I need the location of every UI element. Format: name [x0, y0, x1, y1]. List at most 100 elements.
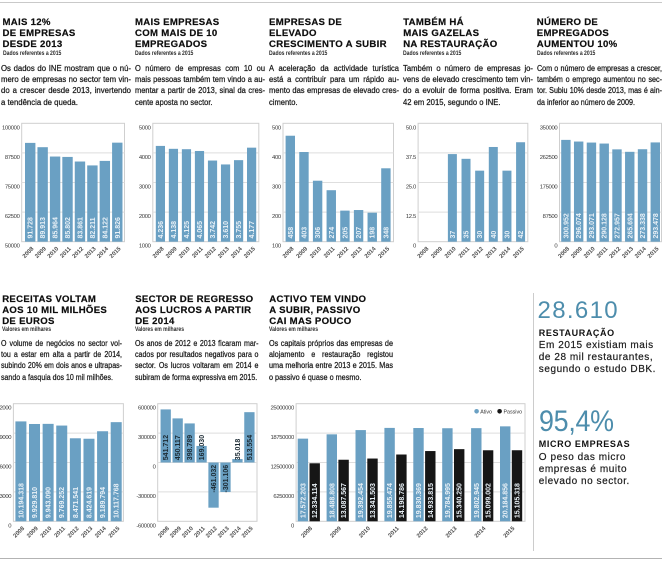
- svg-text:2013: 2013: [350, 246, 364, 260]
- svg-text:348: 348: [383, 227, 390, 239]
- svg-text:12000: 12000: [0, 406, 12, 412]
- svg-text:2015: 2015: [241, 525, 255, 539]
- svg-text:37: 37: [450, 231, 457, 239]
- svg-text:2012: 2012: [204, 246, 218, 260]
- svg-text:19.784.995: 19.784.995: [445, 483, 452, 518]
- svg-text:2012: 2012: [337, 246, 351, 260]
- svg-text:2009: 2009: [34, 246, 48, 260]
- svg-text:-300000: -300000: [136, 494, 156, 500]
- svg-text:2008: 2008: [301, 525, 315, 539]
- svg-text:19.802.945: 19.802.945: [474, 483, 481, 518]
- svg-text:50.0: 50.0: [406, 125, 417, 131]
- svg-text:2015: 2015: [647, 246, 661, 260]
- svg-text:89.913: 89.913: [40, 217, 47, 239]
- svg-text:2015: 2015: [243, 246, 257, 260]
- svg-text:18750000: 18750000: [270, 435, 294, 441]
- svg-text:2010: 2010: [178, 246, 192, 260]
- svg-text:15.340.250: 15.340.250: [457, 483, 464, 518]
- svg-text:4.125: 4.125: [184, 221, 191, 239]
- svg-text:265.694: 265.694: [627, 213, 634, 238]
- svg-text:17.572.203: 17.572.203: [300, 483, 307, 518]
- svg-text:14.198.786: 14.198.786: [399, 483, 406, 518]
- svg-text:450.117: 450.117: [175, 435, 182, 460]
- svg-text:2011: 2011: [387, 525, 401, 539]
- svg-text:169.030: 169.030: [199, 435, 206, 460]
- svg-text:273.338: 273.338: [640, 213, 647, 238]
- svg-text:0: 0: [413, 244, 417, 250]
- svg-text:2010: 2010: [444, 246, 458, 260]
- svg-text:2010: 2010: [358, 525, 372, 539]
- svg-text:0: 0: [554, 244, 558, 250]
- svg-text:2015: 2015: [108, 525, 122, 539]
- svg-text:84.122: 84.122: [102, 217, 109, 239]
- svg-text:2013: 2013: [84, 246, 98, 260]
- svg-text:2010: 2010: [40, 525, 54, 539]
- svg-text:25.0: 25.0: [406, 185, 417, 191]
- svg-text:2014: 2014: [474, 525, 488, 539]
- svg-text:198: 198: [370, 227, 377, 239]
- svg-text:85.802: 85.802: [65, 217, 72, 239]
- svg-text:290.128: 290.128: [602, 213, 609, 238]
- svg-text:40: 40: [491, 231, 498, 239]
- svg-text:2009: 2009: [26, 525, 40, 539]
- svg-text:19.855.474: 19.855.474: [387, 483, 394, 518]
- svg-text:293.071: 293.071: [589, 213, 596, 238]
- svg-text:2012: 2012: [609, 246, 623, 260]
- svg-text:2015: 2015: [503, 525, 517, 539]
- svg-text:2013: 2013: [217, 525, 231, 539]
- svg-text:2015: 2015: [378, 246, 392, 260]
- svg-text:2012: 2012: [416, 525, 430, 539]
- svg-text:300000: 300000: [138, 435, 157, 441]
- svg-text:2009: 2009: [296, 246, 310, 260]
- svg-text:2008: 2008: [417, 246, 431, 260]
- svg-text:25000000: 25000000: [270, 406, 294, 412]
- svg-text:262500: 262500: [540, 155, 559, 161]
- svg-text:10.194.318: 10.194.318: [18, 483, 25, 518]
- svg-text:0: 0: [8, 523, 12, 529]
- svg-text:13.341.503: 13.341.503: [370, 483, 377, 518]
- svg-text:2009: 2009: [430, 246, 444, 260]
- svg-text:18.488.808: 18.488.808: [329, 483, 336, 518]
- svg-text:85.964: 85.964: [53, 217, 60, 239]
- svg-text:350000: 350000: [540, 125, 559, 131]
- svg-text:400: 400: [272, 155, 282, 161]
- svg-text:2014: 2014: [97, 246, 111, 260]
- svg-text:9000: 9000: [0, 435, 12, 441]
- svg-text:2008: 2008: [558, 246, 572, 260]
- svg-text:4000: 4000: [139, 155, 152, 161]
- svg-text:2014: 2014: [364, 246, 378, 260]
- svg-text:12.5: 12.5: [406, 214, 417, 220]
- svg-text:100000: 100000: [2, 125, 21, 131]
- svg-text:1000: 1000: [139, 244, 152, 250]
- svg-text:2014: 2014: [230, 246, 244, 260]
- svg-text:2011: 2011: [191, 246, 205, 260]
- svg-text:87500: 87500: [543, 214, 559, 220]
- svg-text:300.952: 300.952: [563, 213, 570, 238]
- svg-text:9.769.252: 9.769.252: [59, 487, 66, 518]
- svg-text:2000: 2000: [139, 214, 152, 220]
- svg-text:12.334.114: 12.334.114: [312, 483, 319, 518]
- svg-text:513.554: 513.554: [247, 435, 254, 460]
- svg-text:175000: 175000: [540, 185, 559, 191]
- svg-text:3000: 3000: [139, 185, 152, 191]
- svg-text:2014: 2014: [229, 525, 243, 539]
- svg-text:3.610: 3.610: [223, 221, 230, 239]
- svg-text:15.099.002: 15.099.002: [486, 483, 493, 518]
- svg-text:12500000: 12500000: [270, 465, 294, 471]
- svg-text:3.742: 3.742: [210, 221, 217, 239]
- svg-text:2011: 2011: [194, 525, 208, 539]
- svg-text:13.087.567: 13.087.567: [341, 483, 348, 518]
- svg-text:9.929.810: 9.929.810: [32, 487, 39, 518]
- svg-text:2009: 2009: [165, 246, 179, 260]
- svg-text:Passivo: Passivo: [504, 409, 523, 415]
- svg-text:2008: 2008: [22, 246, 36, 260]
- svg-text:Ativo: Ativo: [480, 409, 492, 415]
- svg-text:2014: 2014: [634, 246, 648, 260]
- svg-text:42: 42: [518, 231, 525, 239]
- svg-text:2013: 2013: [217, 246, 231, 260]
- svg-text:2009: 2009: [169, 525, 183, 539]
- svg-text:2010: 2010: [583, 246, 597, 260]
- svg-text:9.189.794: 9.189.794: [100, 487, 107, 518]
- svg-text:3.755: 3.755: [236, 221, 243, 239]
- svg-text:50000: 50000: [5, 244, 21, 250]
